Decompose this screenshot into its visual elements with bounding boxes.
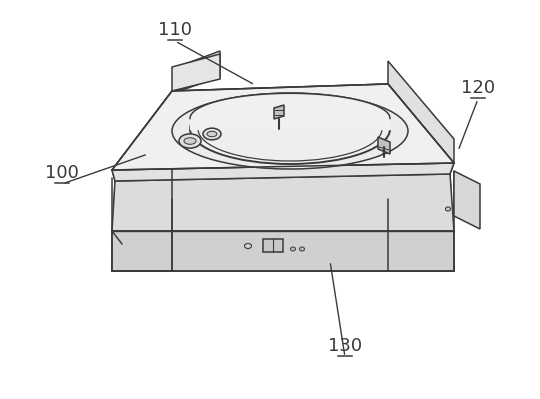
Polygon shape — [112, 231, 454, 271]
Text: 110: 110 — [158, 21, 192, 39]
Ellipse shape — [172, 93, 408, 169]
Polygon shape — [378, 137, 390, 154]
Polygon shape — [454, 171, 480, 229]
Polygon shape — [112, 174, 454, 271]
Polygon shape — [172, 84, 388, 104]
Ellipse shape — [203, 128, 221, 140]
Polygon shape — [112, 91, 175, 181]
FancyBboxPatch shape — [263, 239, 283, 252]
Ellipse shape — [446, 207, 450, 211]
Polygon shape — [112, 174, 454, 231]
Text: 120: 120 — [461, 79, 495, 97]
Ellipse shape — [190, 94, 390, 164]
Polygon shape — [385, 97, 454, 271]
Ellipse shape — [300, 247, 305, 251]
Polygon shape — [388, 61, 454, 163]
Polygon shape — [185, 51, 220, 89]
Polygon shape — [172, 54, 220, 91]
Ellipse shape — [207, 131, 217, 137]
Polygon shape — [385, 84, 454, 174]
Ellipse shape — [179, 134, 201, 148]
Polygon shape — [112, 104, 175, 271]
Ellipse shape — [291, 247, 295, 251]
Polygon shape — [112, 163, 454, 181]
Polygon shape — [112, 84, 454, 170]
Ellipse shape — [184, 138, 196, 144]
Ellipse shape — [198, 97, 382, 161]
Text: 100: 100 — [45, 164, 79, 182]
Polygon shape — [115, 97, 450, 181]
Polygon shape — [274, 105, 284, 119]
Ellipse shape — [245, 243, 252, 249]
Text: 130: 130 — [328, 337, 362, 355]
